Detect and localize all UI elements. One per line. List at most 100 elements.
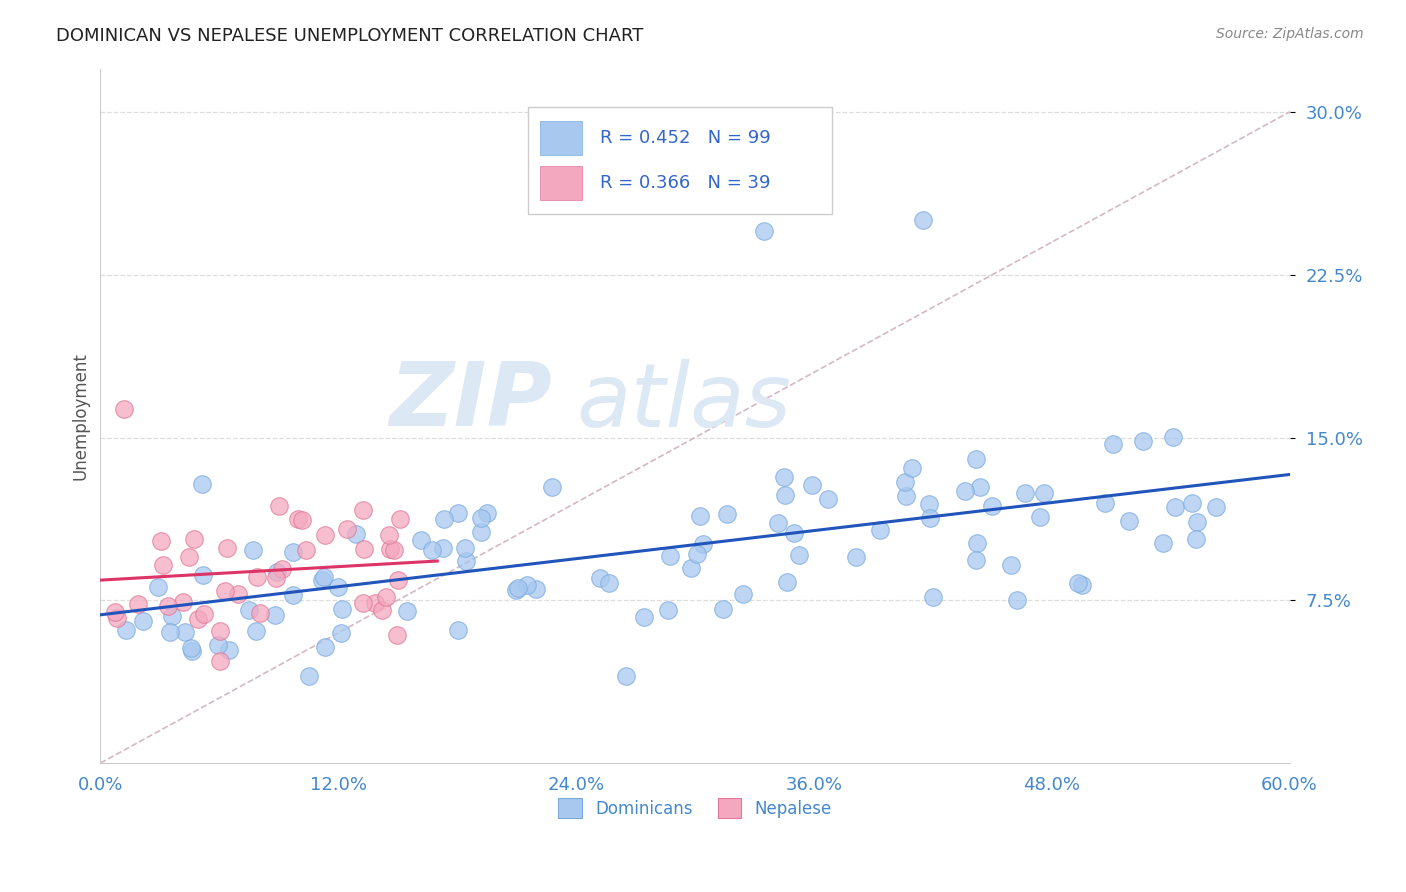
Point bbox=[454, 541, 477, 555]
Point bbox=[112, 402, 135, 417]
Point bbox=[787, 548, 810, 562]
Point bbox=[353, 541, 375, 556]
Point bbox=[965, 452, 987, 467]
Point bbox=[901, 460, 924, 475]
Point bbox=[716, 507, 738, 521]
Point bbox=[335, 522, 357, 536]
Point bbox=[783, 526, 806, 541]
Point bbox=[266, 565, 288, 579]
Point bbox=[159, 624, 181, 639]
Point bbox=[214, 584, 236, 599]
Point bbox=[432, 541, 454, 555]
Point bbox=[679, 561, 702, 575]
Point bbox=[817, 492, 839, 507]
Point bbox=[352, 502, 374, 516]
Point bbox=[311, 573, 333, 587]
Point bbox=[614, 669, 637, 683]
Point bbox=[344, 526, 367, 541]
Point bbox=[506, 581, 529, 595]
Point bbox=[283, 588, 305, 602]
Point bbox=[965, 553, 987, 567]
Point bbox=[1067, 575, 1090, 590]
Point bbox=[191, 476, 214, 491]
Point bbox=[181, 644, 204, 658]
Point bbox=[329, 625, 352, 640]
Point bbox=[283, 545, 305, 559]
Point bbox=[980, 500, 1002, 514]
FancyBboxPatch shape bbox=[529, 107, 832, 214]
Text: DOMINICAN VS NEPALESE UNEMPLOYMENT CORRELATION CHART: DOMINICAN VS NEPALESE UNEMPLOYMENT CORRE… bbox=[56, 27, 644, 45]
Point bbox=[287, 512, 309, 526]
Point bbox=[1152, 536, 1174, 550]
Point bbox=[264, 607, 287, 622]
Point bbox=[633, 610, 655, 624]
Point bbox=[692, 537, 714, 551]
Point bbox=[187, 612, 209, 626]
Point bbox=[470, 510, 492, 524]
Point bbox=[657, 603, 679, 617]
Point bbox=[298, 669, 321, 683]
Point bbox=[330, 602, 353, 616]
Point bbox=[1118, 514, 1140, 528]
Point bbox=[387, 573, 409, 587]
Point bbox=[689, 509, 711, 524]
Point bbox=[377, 528, 399, 542]
Point bbox=[396, 604, 419, 618]
Point bbox=[1033, 486, 1056, 500]
Point bbox=[177, 549, 200, 564]
Point bbox=[1185, 532, 1208, 546]
Point bbox=[107, 611, 129, 625]
Point bbox=[773, 487, 796, 501]
Point bbox=[686, 547, 709, 561]
Point bbox=[312, 570, 335, 584]
Point bbox=[411, 533, 433, 548]
Point bbox=[894, 489, 917, 503]
Point bbox=[364, 596, 387, 610]
Point bbox=[207, 638, 229, 652]
Point bbox=[382, 543, 405, 558]
Text: Source: ZipAtlas.com: Source: ZipAtlas.com bbox=[1216, 27, 1364, 41]
Point bbox=[420, 543, 443, 558]
Bar bbox=[540, 166, 582, 201]
Y-axis label: Unemployment: Unemployment bbox=[72, 351, 89, 480]
Point bbox=[388, 511, 411, 525]
Text: R = 0.366   N = 39: R = 0.366 N = 39 bbox=[600, 174, 770, 192]
Point bbox=[447, 623, 470, 637]
Point bbox=[766, 516, 789, 531]
Point bbox=[115, 623, 138, 637]
Point bbox=[918, 511, 941, 525]
Point bbox=[193, 607, 215, 621]
Point bbox=[352, 596, 374, 610]
Point bbox=[1029, 510, 1052, 524]
Point bbox=[245, 624, 267, 638]
Point bbox=[148, 580, 170, 594]
Point bbox=[152, 558, 174, 573]
Point bbox=[524, 582, 547, 597]
Point bbox=[1094, 496, 1116, 510]
Point bbox=[921, 590, 943, 604]
Point bbox=[516, 578, 538, 592]
Point bbox=[505, 582, 527, 597]
Point bbox=[249, 607, 271, 621]
Point bbox=[1185, 515, 1208, 529]
Point bbox=[1164, 500, 1187, 514]
Point bbox=[1070, 578, 1092, 592]
Point bbox=[326, 580, 349, 594]
Point bbox=[776, 574, 799, 589]
Point bbox=[375, 590, 398, 604]
Bar bbox=[540, 120, 582, 155]
Point bbox=[733, 587, 755, 601]
Point bbox=[218, 642, 240, 657]
Point bbox=[127, 597, 149, 611]
Point bbox=[1181, 496, 1204, 510]
Text: atlas: atlas bbox=[576, 359, 792, 445]
Point bbox=[869, 523, 891, 537]
Point bbox=[433, 512, 456, 526]
Point bbox=[447, 506, 470, 520]
Point bbox=[1163, 430, 1185, 444]
Point bbox=[180, 640, 202, 655]
Point bbox=[1007, 593, 1029, 607]
Point bbox=[477, 506, 499, 520]
Point bbox=[264, 571, 287, 585]
Point bbox=[208, 624, 231, 638]
